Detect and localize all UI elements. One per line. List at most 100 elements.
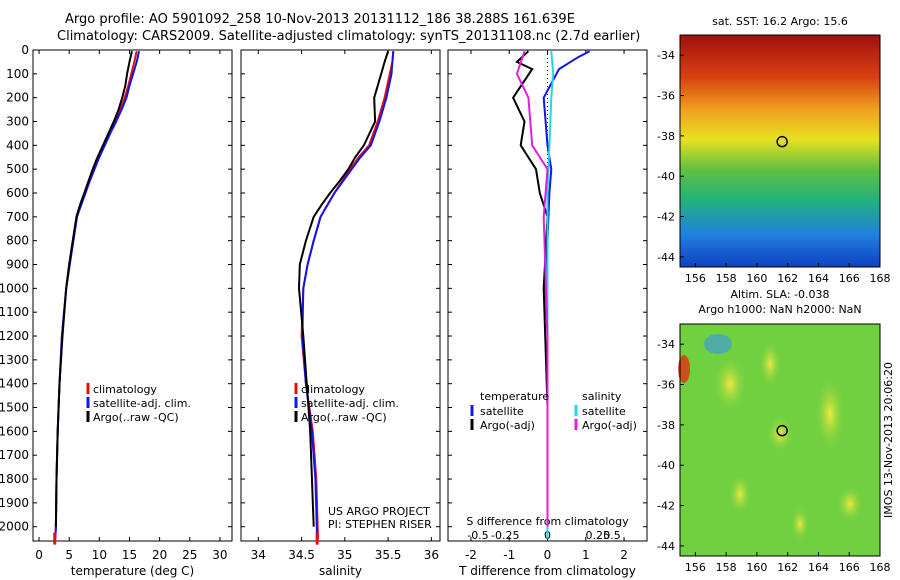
x-axis-label: temperature (deg C)	[71, 564, 194, 578]
series-line-argo-raw-qc-	[54, 50, 133, 527]
map-x-tick-label: 168	[870, 272, 891, 285]
sla-anomaly	[814, 374, 846, 454]
map-title: Altim. SLA: -0.038	[730, 288, 829, 301]
map-x-tick-label: 166	[839, 272, 860, 285]
series-group	[54, 50, 141, 539]
y-tick-label: 900	[6, 258, 29, 272]
map-panel-2: Altim. SLA: -0.038 Argo h1000: NaN h2000:…	[657, 288, 895, 574]
y-tick-label: 100	[6, 67, 29, 81]
series-group	[511, 50, 591, 539]
map-frame	[679, 34, 881, 268]
map-x-tick-label: 156	[685, 272, 706, 285]
map-x-tick-label: 168	[870, 561, 891, 574]
x-tick-label: -2	[465, 548, 477, 562]
map-x-tick-label: 162	[777, 272, 798, 285]
map-y-tick-label: -42	[657, 211, 675, 224]
x-tick-label: -1	[503, 548, 515, 562]
x-tick-label: 5	[65, 548, 73, 562]
sla-high	[678, 355, 690, 383]
map-y-tick-label: -34	[657, 49, 675, 62]
x-axis-label: salinity	[319, 564, 362, 578]
map-panel-1: sat. SST: 16.2 Argo: 15.6 156 158 160 162 164…	[657, 15, 890, 285]
s-tick-label: 0.5	[603, 529, 621, 542]
map-title: sat. SST: 16.2 Argo: 15.6	[712, 15, 848, 28]
map-frame	[679, 323, 881, 557]
legend-entry: climatology	[93, 383, 157, 396]
map-y-tick-label: -38	[657, 130, 675, 143]
x-tick-label: 1	[582, 548, 590, 562]
sla-anomaly	[728, 472, 752, 516]
x-tick-label: 34	[251, 548, 266, 562]
legend-heading: salinity	[582, 390, 622, 403]
sla-anomaly	[836, 484, 864, 524]
y-tick-label: 1700	[0, 448, 29, 462]
header-line1: Argo profile: AO 5901092_258 10-Nov-2013…	[65, 12, 575, 27]
map-x-tick-label: 160	[746, 561, 767, 574]
map-y-tick-label: -38	[657, 419, 675, 432]
map-x-tick-label: 156	[685, 561, 706, 574]
sla-anomaly	[790, 506, 810, 542]
x-tick-label: 35	[337, 548, 352, 562]
x-tick-label: 35.5	[375, 548, 402, 562]
x-tick-label: 15	[122, 548, 137, 562]
legend-entry: satellite	[480, 405, 524, 418]
sla-anomaly	[712, 354, 748, 414]
y-tick-label: 2000	[0, 520, 29, 534]
profile-panel-1: 0100200300400500600700800900100011001200…	[0, 43, 233, 578]
map-y-tick-label: -36	[657, 90, 675, 103]
map-x-tick-label: 166	[839, 561, 860, 574]
s-tick-label: -0.25	[491, 529, 519, 542]
x-tick-label: 20	[152, 548, 167, 562]
x-tick-label: 36	[424, 548, 439, 562]
profile-end-marker	[53, 532, 57, 545]
legend-entry: Argo(..raw -QC)	[93, 411, 179, 424]
legend-entry: satellite-adj. clim.	[301, 397, 399, 410]
x-axis-label: T difference from climatology	[458, 564, 636, 578]
project-annotation: PI: STEPHEN RISER	[328, 518, 432, 531]
map-x-tick-label: 164	[808, 561, 829, 574]
x-tick-label: 30	[212, 548, 227, 562]
y-tick-label: 500	[6, 162, 29, 176]
x-tick-label: 0	[544, 548, 552, 562]
y-tick-label: 1100	[0, 305, 29, 319]
legend-entry: satellite	[582, 405, 626, 418]
map-y-tick-label: -40	[657, 170, 675, 183]
map-y-tick-label: -34	[657, 338, 675, 351]
map-y-tick-label: -44	[657, 251, 675, 264]
y-tick-label: 1000	[0, 281, 29, 295]
profile-panel-2: 34 34.5 35 35.5 36 salinity climatologysatelli…	[240, 49, 441, 578]
map-subtitle: Argo h1000: NaN h2000: NaN	[698, 303, 861, 316]
map-x-tick-label: 158	[716, 272, 737, 285]
series-group	[297, 50, 395, 539]
x-tick-label: 34.5	[288, 548, 315, 562]
legend-entry: Argo(-adj)	[582, 419, 637, 432]
s-tick-label: -0.5	[467, 529, 488, 542]
argo-location-marker	[776, 135, 788, 148]
map-y-tick-label: -44	[657, 540, 675, 553]
x-tick-label: 0	[35, 548, 43, 562]
y-tick-label: 0	[21, 43, 29, 57]
legend-entry: satellite-adj. clim.	[93, 397, 191, 410]
y-tick-label: 1500	[0, 401, 29, 415]
legend-entry: Argo(-adj)	[480, 419, 535, 432]
x-tick-label: 2	[620, 548, 628, 562]
x-tick-label: 25	[182, 548, 197, 562]
plot-frame	[32, 49, 233, 542]
y-tick-label: 300	[6, 115, 29, 129]
x-tick-label: 10	[92, 548, 107, 562]
header-line2: Climatology: CARS2009. Satellite-adjuste…	[57, 29, 641, 44]
legend-entry: Argo(..raw -QC)	[301, 411, 387, 424]
map-y-tick-label: -40	[657, 459, 675, 472]
y-tick-label: 1600	[0, 424, 29, 438]
y-tick-label: 1900	[0, 496, 29, 510]
sla-anomaly	[758, 339, 782, 389]
map-y-tick-label: -42	[657, 500, 675, 513]
y-tick-label: 200	[6, 91, 29, 105]
map-x-tick-label: 164	[808, 272, 829, 285]
imos-timestamp: IMOS 13-Nov-2013 20:06:20	[882, 362, 895, 518]
sst-field	[680, 35, 880, 267]
map-x-tick-label: 158	[716, 561, 737, 574]
profile-end-marker	[315, 532, 319, 545]
